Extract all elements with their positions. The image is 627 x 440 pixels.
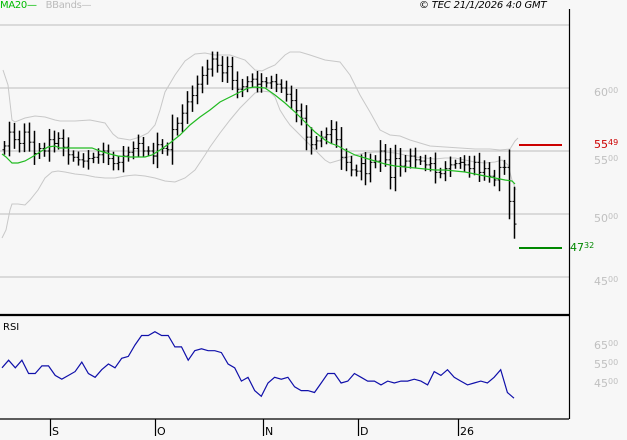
chart-legend: MA20— BBands— xyxy=(0,0,92,12)
rsi-axis-label: 5500 xyxy=(594,358,619,371)
price-axis-label: 5000 xyxy=(594,212,619,225)
rsi-line xyxy=(1,331,515,399)
x-axis-label-2026: 26 xyxy=(460,425,474,438)
price-axis-label: 4500 xyxy=(594,275,619,288)
legend-bbands: BBands— xyxy=(45,0,92,11)
legend-ma20: MA20— xyxy=(0,0,37,11)
x-axis-label-oct: O xyxy=(157,425,166,438)
ohlc-bars xyxy=(2,51,517,239)
rsi-axis-label: 6500 xyxy=(594,339,619,352)
price-gridlines xyxy=(0,24,569,278)
copyright-timestamp: © TEC 21/1/2026 4:0 GMT xyxy=(419,0,547,11)
x-axis-label-nov: N xyxy=(265,425,274,438)
rsi-panel-label: RSI xyxy=(3,322,20,333)
resistance-level-label: 5549 xyxy=(594,138,619,151)
x-axis-label-sep: S xyxy=(52,425,59,438)
price-axis-label: 5500 xyxy=(594,154,619,167)
ma20-line xyxy=(1,86,516,185)
rsi-axis-label: 4500 xyxy=(594,377,619,390)
x-axis-ticks xyxy=(49,419,460,436)
x-axis-label-dec: D xyxy=(360,425,369,438)
bbands-upper-line xyxy=(2,51,519,151)
support-level-label: 4732 xyxy=(570,241,595,254)
price-axis-label: 6000 xyxy=(594,86,619,99)
